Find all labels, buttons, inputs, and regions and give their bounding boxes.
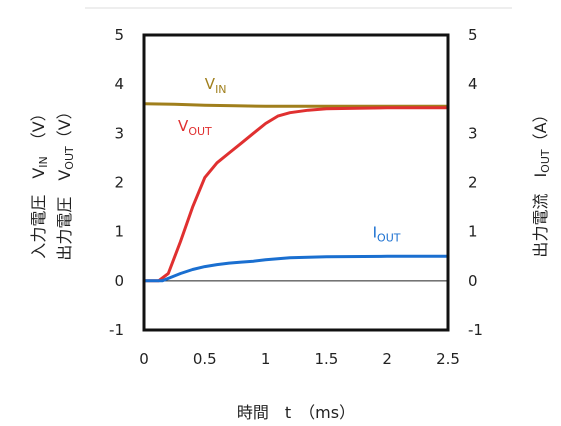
- y-right-title-main: 出力電流 I: [531, 173, 550, 258]
- series-label-main: V: [205, 75, 216, 93]
- y-left-tick-label: 3: [114, 124, 124, 142]
- y-left-tick-label: 2: [114, 174, 124, 192]
- series-line-iout: [142, 254, 450, 283]
- y-left-title-line1: 入力電圧 VIN （V）: [29, 105, 50, 258]
- x-tick-label: 1: [261, 350, 271, 368]
- y-left-title-line1-tail: （V）: [29, 105, 48, 156]
- y-right-tick-label: 2: [468, 174, 478, 192]
- x-tick-labels: 0 0.5 1 1.5 2 2.5: [139, 350, 460, 368]
- series-line-vin: [142, 102, 450, 108]
- y-left-title-line1-main: 入力電圧 V: [29, 168, 48, 259]
- y-left-title-line2-main: 出力電圧 V: [55, 170, 74, 261]
- series-label-vin: VIN: [205, 75, 227, 96]
- series-label-iout: IOUT: [373, 224, 401, 245]
- y-right-title-tail: （A）: [531, 106, 550, 149]
- series-label-main: V: [178, 117, 189, 135]
- x-tick-label: 2.5: [436, 350, 460, 368]
- x-tick-label: 0.5: [193, 350, 217, 368]
- series-layer: [142, 102, 450, 283]
- y-left-title-line2-tail: （V）: [55, 103, 74, 146]
- y-right-tick-label: 0: [468, 272, 478, 290]
- y-left-title-line2: 出力電圧 VOUT（V）: [55, 103, 76, 260]
- x-axis-title: 時間 t （ms）: [237, 403, 355, 422]
- x-tick-label: 0: [139, 350, 149, 368]
- y-right-title-sub: OUT: [539, 149, 552, 173]
- series-label-sub: OUT: [188, 125, 212, 138]
- series-label-main: I: [373, 224, 377, 242]
- y-left-tick-label: -1: [109, 321, 124, 339]
- y-left-title-line1-sub: IN: [37, 156, 50, 167]
- y-left-tick-label: 0: [114, 272, 124, 290]
- y-left-tick-label: 4: [114, 75, 124, 93]
- y-left-tick-label: 5: [114, 26, 124, 44]
- y-right-title: 出力電流 IOUT（A）: [531, 106, 552, 257]
- y-left-tick-labels: 5 4 3 2 1 0 -1: [109, 26, 124, 339]
- x-tick-label: 1.5: [314, 350, 338, 368]
- y-right-tick-label: 3: [468, 124, 478, 142]
- y-right-tick-label: 4: [468, 75, 478, 93]
- series-label-sub: OUT: [377, 232, 401, 245]
- y-left-title-line2-sub: OUT: [63, 146, 76, 170]
- series-line-vout: [142, 106, 450, 283]
- y-right-tick-label: -1: [468, 321, 483, 339]
- y-right-tick-label: 5: [468, 26, 478, 44]
- series-label-vout: VOUT: [178, 117, 212, 138]
- y-right-tick-label: 1: [468, 223, 478, 241]
- y-right-tick-labels: 5 4 3 2 1 0 -1: [468, 26, 483, 339]
- plot-frame: [142, 33, 450, 332]
- y-left-tick-label: 1: [114, 223, 124, 241]
- series-label-sub: IN: [215, 83, 226, 96]
- x-tick-label: 2: [382, 350, 392, 368]
